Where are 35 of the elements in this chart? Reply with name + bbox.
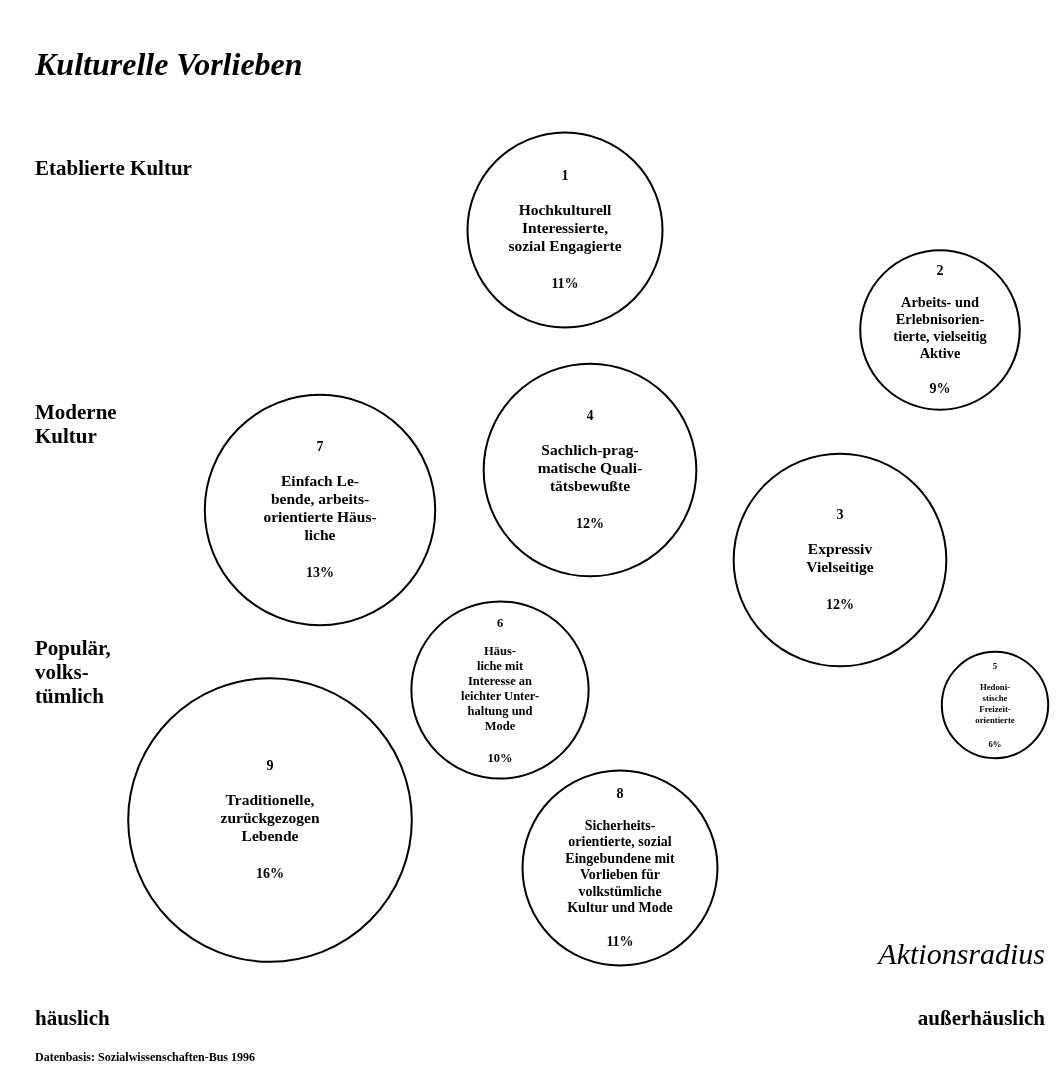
category-label: Hedoni- stische Freizeit- orientierte <box>975 681 1015 726</box>
text: 7 <box>316 439 324 454</box>
category-label: Expressiv Vielseitige <box>806 540 874 575</box>
text: außerhäuslich <box>917 1006 1046 1030</box>
data-label: 9% <box>929 381 951 397</box>
text: 5 <box>992 660 998 671</box>
text: 4 <box>586 408 594 423</box>
text: Etablierte Kultur <box>35 156 192 180</box>
data-label: 12% <box>576 516 604 531</box>
data-label: 11% <box>551 276 579 291</box>
text: Populär, volks- tümlich <box>35 636 111 708</box>
text: 9 <box>266 758 274 773</box>
data-label: 11% <box>606 934 634 950</box>
text: Moderne Kultur <box>35 400 117 448</box>
text: häuslich <box>35 1006 111 1030</box>
text: Datenbasis: Sozialwissenschaften-Bus 1996 <box>35 1050 256 1064</box>
text: 3 <box>836 507 844 522</box>
category-label: Traditionelle, zurückgezogen Lebende <box>220 791 320 844</box>
text: 8 <box>616 785 624 801</box>
text: 2 <box>936 262 944 278</box>
text: 1 <box>561 168 569 183</box>
category-label: Sicherheits- orientierte, sozial Eingebundene mit Vorlieben für volkstümliche Kultur und Mode <box>565 817 675 915</box>
text: 6 <box>496 615 504 630</box>
category-label: Arbeits- und Erlebnisorien- tierte, vielseitig Aktive <box>893 294 988 361</box>
data-label: 6% <box>988 739 1002 750</box>
text: Aktionsradius <box>876 937 1045 970</box>
data-label: 13% <box>306 565 334 580</box>
category-label: Einfach Le- bende, arbeits- orientierte Häus- liche <box>263 472 377 543</box>
category-label: Häus- liche mit Interesse an leichter Unter- haltung und Mode <box>460 644 540 733</box>
data-label: 16% <box>256 866 284 881</box>
data-label: 10% <box>487 750 513 765</box>
category-label: Sachlich-prag- matische Quali- tätsbewußte <box>537 441 643 494</box>
category-label: Hochkulturell Interessierte, sozial Engagierte <box>508 201 622 254</box>
text: Kulturelle Vorlieben <box>34 46 303 82</box>
data-label: 12% <box>826 597 854 612</box>
